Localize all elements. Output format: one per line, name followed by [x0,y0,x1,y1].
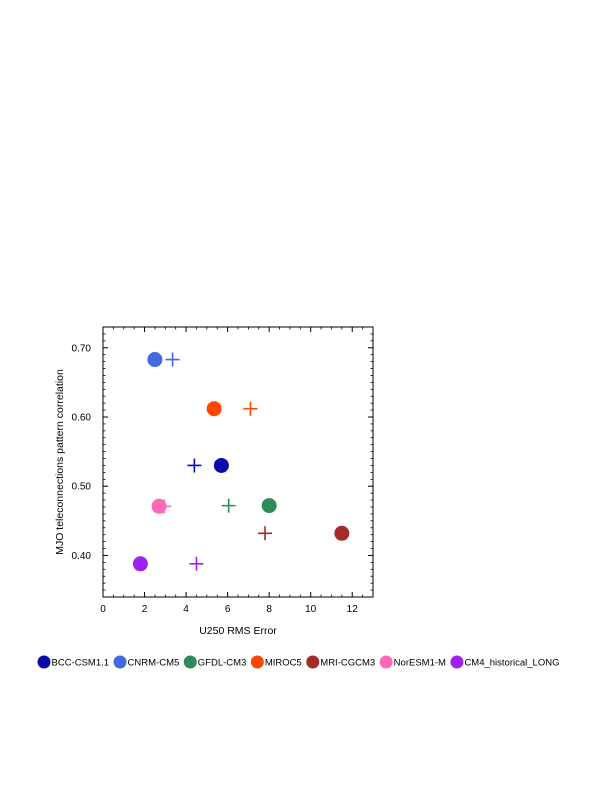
legend-label: MRI-CGCM3 [320,658,375,669]
legend-marker [113,655,127,669]
x-tick-label: 0 [100,604,106,615]
plus-marker [258,526,272,541]
plus-marker [187,458,202,473]
legend-marker [250,655,264,669]
y-tick-label: 0.70 [72,343,92,354]
plus-marker [243,401,258,416]
legend-label: CNRM-CM5 [128,658,180,669]
plus-marker [189,556,204,571]
y-axis: 0.40 0.50 0.60 0.70 [72,333,373,591]
circle-marker [213,457,229,473]
plus-marker [165,352,180,367]
legend-marker [37,655,51,669]
x-axis: 0 2 4 6 8 10 12 [100,327,374,615]
circle-marker [261,498,277,514]
legend-label: CM4_historical_LONG [464,658,559,669]
legend-marker [306,655,320,669]
x-tick-label: 8 [266,604,272,615]
legend-marker [379,655,393,669]
plus-marker [221,498,236,513]
legend-label: GFDL-CM3 [198,658,247,669]
legend: BCC-CSM1.1 CNRM-CM5 GFDL-CM3 MIROC5 MRI-CGCM… [37,655,559,669]
plot-frame [102,326,374,598]
legend-marker [450,655,464,669]
legend-marker [183,655,197,669]
legend-label: NorESM1-M [394,658,446,669]
circle-marker [334,525,350,541]
x-axis-title: U250 RMS Error [199,625,277,637]
x-tick-label: 2 [142,604,148,615]
circle-marker [206,401,222,417]
y-tick-label: 0.50 [72,482,92,493]
plus-marker [157,499,172,514]
x-tick-label: 12 [347,604,359,615]
y-axis-title: MJO teleconnections pattern correlation [54,369,66,555]
y-tick-label: 0.60 [72,413,92,424]
data-markers [132,352,350,572]
legend-label: BCC-CSM1.1 [52,658,110,669]
x-tick-label: 6 [225,604,231,615]
legend-label: MIROC5 [265,658,302,669]
x-tick-label: 10 [305,604,317,615]
circle-marker [147,352,163,368]
circle-marker [132,556,148,572]
y-tick-label: 0.40 [72,551,92,562]
x-tick-label: 4 [183,604,189,615]
